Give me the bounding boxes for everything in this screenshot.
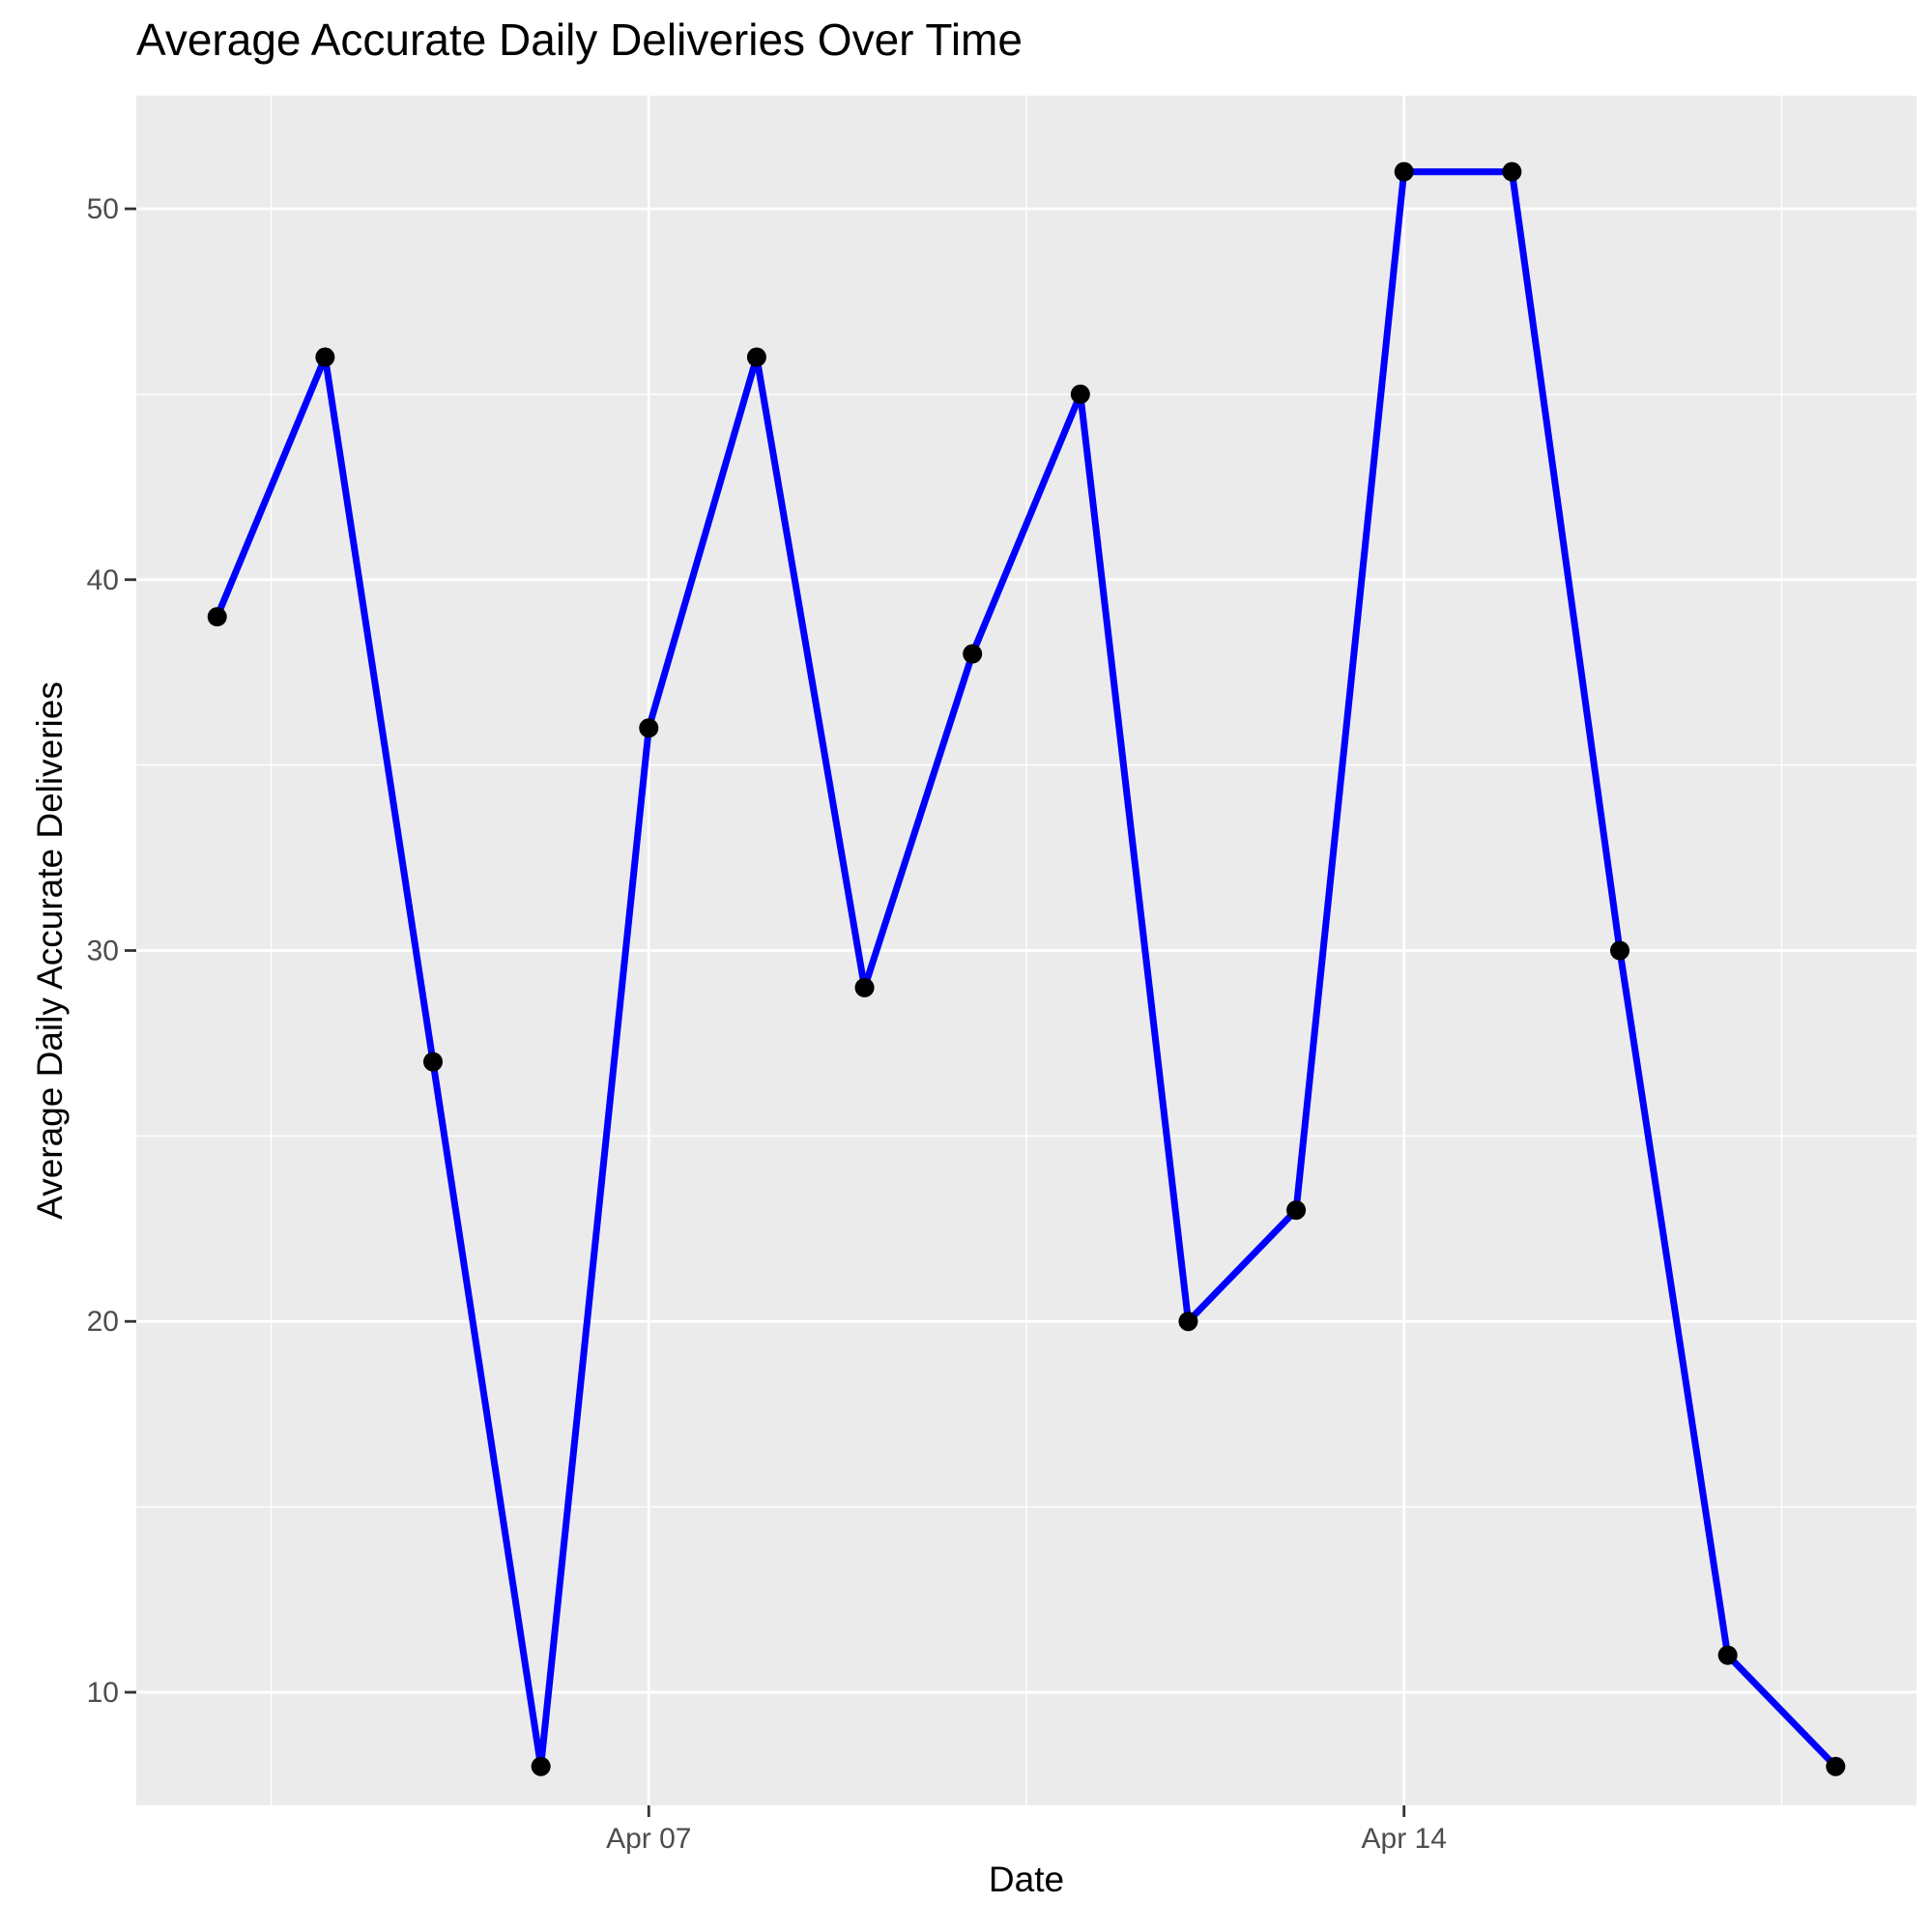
y-axis-title: Average Daily Accurate Deliveries [30, 681, 70, 1220]
axes-layer: Apr 07 Apr 14 10 20 30 40 50 [87, 193, 1447, 1855]
x-tick-label: Apr 14 [1362, 1823, 1447, 1855]
data-point [1717, 1645, 1738, 1665]
data-point [1286, 1200, 1307, 1221]
y-tick-label: 20 [87, 1306, 119, 1338]
major-gridlines [136, 96, 1917, 1805]
series-layer [207, 161, 1846, 1776]
data-point [207, 607, 227, 627]
y-tick-label: 30 [87, 936, 119, 967]
y-tick-label: 50 [87, 193, 119, 225]
data-point [639, 718, 659, 738]
data-point [1610, 940, 1629, 961]
y-tick-label: 40 [87, 564, 119, 596]
data-point [1394, 161, 1414, 182]
data-point [963, 644, 983, 664]
data-point [315, 347, 335, 367]
data-point [854, 977, 875, 997]
data-point [1070, 384, 1090, 404]
data-point [1826, 1756, 1846, 1776]
data-point [1502, 161, 1522, 182]
series-line [214, 168, 1838, 1771]
data-point [746, 347, 766, 367]
x-tick-label: Apr 07 [606, 1823, 691, 1855]
x-axis-title: Date [989, 1860, 1064, 1899]
y-tick-label: 10 [87, 1677, 119, 1709]
data-point [531, 1756, 551, 1776]
data-point [423, 1052, 443, 1072]
chart-title: Average Accurate Daily Deliveries Over T… [136, 14, 1023, 65]
data-point [1178, 1312, 1198, 1332]
